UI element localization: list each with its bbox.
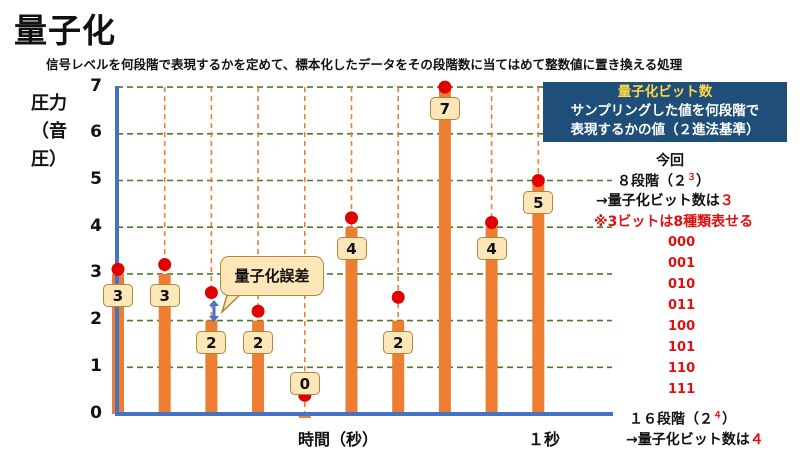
quantization-error-callout: 量子化誤差 (220, 256, 324, 296)
y-tick-7: 7 (90, 76, 102, 96)
quantized-value-label: 5 (523, 190, 554, 214)
quantized-value-label: 4 (336, 237, 367, 261)
quantized-value-label: 2 (383, 330, 414, 354)
sample-guides (117, 87, 540, 414)
three-bit-note: ※3ビットは8種類表せる (594, 214, 754, 230)
analog-sample-marker (345, 211, 358, 225)
y-tick-5: 5 (90, 169, 102, 189)
sixteen-levels-close: ） (722, 411, 737, 428)
bits4-prefix: →量子化ビット数は (626, 432, 750, 448)
analog-sample-marker (251, 304, 265, 318)
error-arrow-icon (209, 300, 219, 322)
quantized-bar (345, 227, 358, 414)
subtitle: 信号レベルを何段階で表現するかを定めて、標本化したデータをその段階数に当てはめて… (46, 57, 683, 72)
quantized-bar (485, 227, 498, 414)
binary-code: 110 (668, 361, 696, 376)
bits4-text: →量子化ビット数は４ (626, 429, 764, 449)
quantized-value-label: 3 (149, 283, 180, 307)
eight-levels-text: ８段階（２３） (617, 170, 710, 191)
bits3-value: ３ (719, 193, 734, 209)
analog-sample-marker (158, 258, 172, 272)
bits3-prefix: →量子化ビット数は (596, 193, 720, 209)
bit-depth-infobox: 量子化ビット数 サンプリングした値を何段階で 表現するかの値（２進法基準） (543, 82, 787, 142)
y-tick-3: 3 (90, 262, 102, 282)
y-axis-label: 圧力 （音圧） (18, 90, 80, 174)
binary-code: 001 (668, 256, 696, 271)
sixteen-levels-label: １６段階（２ (629, 411, 713, 428)
binary-code: 100 (668, 319, 696, 334)
analog-sample-marker (391, 290, 405, 304)
quantized-bar (532, 180, 545, 414)
quantized-value-label: 2 (196, 330, 227, 354)
one-second-label: １秒 (528, 430, 561, 449)
quantized-value-label: 0 (289, 372, 320, 395)
analog-sample-marker (111, 262, 125, 276)
analog-sample-marker (438, 80, 452, 94)
infobox-line2: 表現するかの値（２進法基準） (570, 122, 760, 138)
y-tick-2: 2 (90, 309, 102, 329)
binary-code: 000 (668, 235, 696, 250)
markers (111, 80, 545, 402)
analog-sample-marker (531, 174, 545, 187)
infobox-title: 量子化ビット数 (617, 84, 713, 100)
quantized-bar (158, 273, 171, 414)
eight-levels-close: ） (696, 173, 711, 190)
bars (112, 87, 545, 418)
quantized-value-label: 2 (243, 330, 274, 354)
binary-code: 011 (668, 298, 696, 313)
y-axis-label-line2: （音圧） (31, 121, 67, 170)
bits3-text: →量子化ビット数は３ (596, 190, 734, 210)
quantized-bar (438, 87, 451, 414)
quantized-value-label: 3 (103, 283, 133, 307)
quantized-value-label: 4 (476, 237, 507, 261)
slide-title: 量子化 (14, 11, 116, 50)
y-tick-4: 4 (90, 216, 102, 236)
y-tick-6: 6 (90, 122, 102, 142)
y-axis-label-line1: 圧力 (31, 93, 67, 114)
eight-levels-exponent: ３ (687, 173, 697, 183)
infobox-line1: サンプリングした値を何段階で (570, 103, 760, 119)
axes (115, 86, 613, 416)
now-label: 今回 (656, 153, 684, 169)
binary-code: 111 (668, 382, 696, 397)
bits4-value: ４ (749, 432, 764, 448)
sixteen-levels-exponent: ４ (713, 411, 723, 421)
y-tick-0: 0 (90, 403, 102, 423)
sixteen-levels-text: １６段階（２４） (629, 408, 736, 429)
x-axis-label: 時間（秒） (298, 430, 379, 449)
quantized-value-label: 7 (429, 97, 460, 121)
gridlines (117, 86, 612, 369)
binary-code: 010 (668, 277, 696, 292)
eight-levels-label: ８段階（２ (617, 173, 687, 190)
binary-code: 101 (668, 340, 696, 355)
analog-sample-marker (204, 286, 218, 300)
analog-sample-marker (485, 216, 499, 230)
y-tick-1: 1 (90, 356, 102, 376)
